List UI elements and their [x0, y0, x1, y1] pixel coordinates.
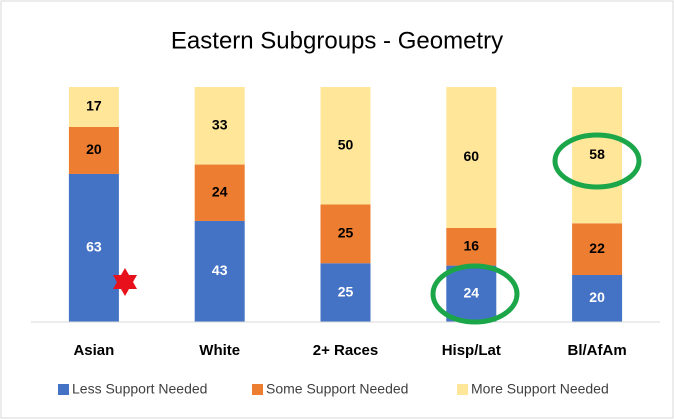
bar-segment — [446, 265, 497, 322]
highlight-circle — [430, 263, 520, 325]
data-label: 33 — [212, 116, 228, 132]
data-label: 25 — [338, 283, 354, 299]
bar-segment — [194, 164, 245, 221]
legend: Less Support Needed Some Support Needed Mo… — [58, 381, 609, 397]
data-label: 25 — [338, 225, 354, 241]
bar-segment — [68, 173, 119, 322]
legend-swatch — [252, 384, 263, 395]
highlight-circle — [552, 132, 642, 190]
x-tick-label: Asian — [73, 342, 114, 359]
bar-segment — [68, 126, 119, 174]
star-annotation — [113, 268, 137, 296]
data-label: 22 — [589, 240, 605, 256]
legend-label: More Support Needed — [471, 381, 609, 397]
x-tick-label: Hisp/Lat — [442, 342, 501, 359]
bar-segment — [572, 223, 623, 275]
data-label: 20 — [589, 289, 605, 305]
x-tick-label: 2+ Races — [313, 342, 378, 359]
legend-label: Less Support Needed — [72, 381, 207, 397]
data-label: 24 — [212, 183, 228, 199]
bar-segment — [68, 87, 119, 127]
x-tick-label: White — [199, 342, 240, 359]
data-label: 16 — [464, 238, 480, 254]
data-label: 17 — [86, 98, 102, 114]
chart-title: Eastern Subgroups - Geometry — [171, 27, 503, 54]
bar-segment — [320, 263, 371, 322]
bar-segment — [446, 228, 497, 266]
plot-area: 63 20 17 Asian 43 24 33 White 25 25 50 2+ Races 24 16… — [68, 87, 627, 359]
data-label: 24 — [464, 285, 480, 301]
bar-segment — [320, 204, 371, 264]
bar-segment — [194, 87, 245, 165]
legend-swatch — [457, 384, 468, 395]
x-tick-label: Bl/AfAm — [568, 342, 627, 359]
data-label: 43 — [212, 262, 228, 278]
data-label: 20 — [86, 141, 102, 157]
legend-swatch — [58, 384, 69, 395]
data-label: 58 — [589, 146, 605, 162]
bar-segment — [194, 220, 245, 322]
bar-segment — [572, 275, 623, 322]
legend-label: Some Support Needed — [266, 381, 408, 397]
bar-segment — [446, 87, 497, 228]
bar-segment — [572, 87, 623, 224]
data-label: 60 — [464, 148, 480, 164]
bar-segment — [320, 87, 371, 205]
data-label: 50 — [338, 136, 354, 152]
data-label: 63 — [86, 239, 102, 255]
